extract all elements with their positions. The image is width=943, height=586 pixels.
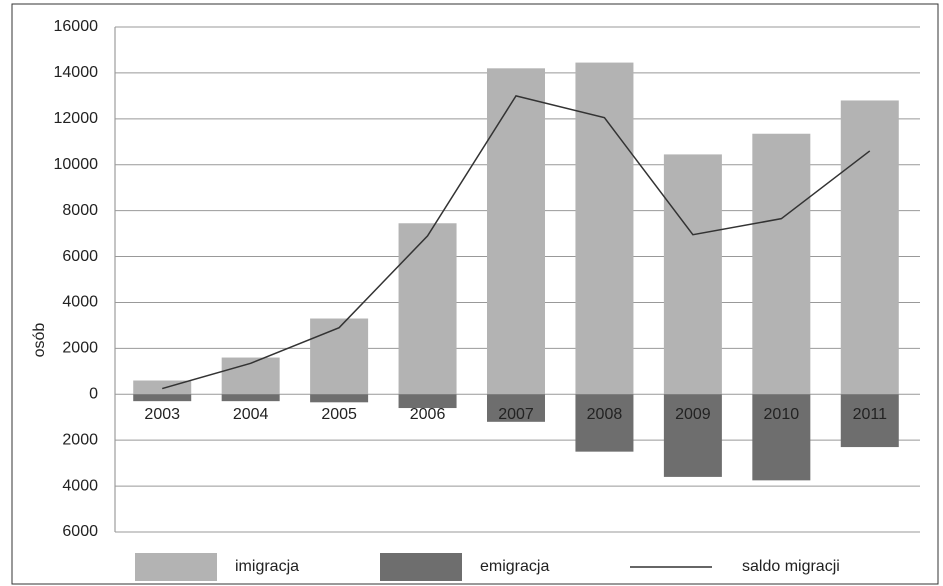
y-tick-label: 10000	[54, 156, 99, 173]
y-tick-label: 2000	[62, 431, 98, 448]
x-tick-label: 2008	[587, 406, 623, 423]
y-tick-label: 4000	[62, 294, 98, 311]
bar	[310, 394, 369, 403]
bar	[310, 318, 369, 395]
bar	[663, 394, 722, 477]
legend-swatch	[380, 553, 462, 581]
x-tick-label: 2003	[144, 406, 180, 423]
legend-label: saldo migracji	[742, 558, 840, 575]
bar	[398, 394, 457, 409]
legend-label: imigracja	[235, 558, 299, 575]
bar	[752, 133, 811, 395]
y-axis-label: osób	[31, 323, 48, 358]
y-tick-label: 2000	[62, 340, 98, 357]
y-tick-label: 6000	[62, 523, 98, 540]
x-tick-label: 2007	[498, 406, 534, 423]
x-tick-label: 2010	[764, 406, 800, 423]
x-tick-label: 2005	[321, 406, 357, 423]
bar	[398, 223, 457, 395]
x-tick-label: 2011	[853, 406, 888, 423]
y-tick-label: 0	[89, 385, 98, 402]
bar	[221, 394, 280, 402]
x-tick-label: 2009	[675, 406, 711, 423]
line	[162, 95, 871, 390]
x-tick-label: 2006	[410, 406, 446, 423]
legend-swatch	[135, 553, 217, 581]
bar	[487, 68, 545, 395]
bar	[663, 154, 722, 395]
y-tick-label: 4000	[62, 477, 98, 494]
frame	[11, 3, 939, 585]
bar	[133, 394, 192, 402]
bar	[840, 394, 899, 448]
bar	[752, 394, 811, 481]
y-tick-label: 6000	[62, 248, 98, 265]
bar	[575, 394, 634, 452]
bar	[840, 100, 899, 395]
y-tick-label: 8000	[62, 202, 98, 219]
y-tick-label: 16000	[54, 18, 99, 35]
y-tick-label: 14000	[54, 64, 99, 81]
bar	[487, 394, 545, 422]
x-tick-label: 2004	[233, 406, 269, 423]
y-tick-label: 12000	[54, 110, 99, 127]
legend-label: emigracja	[480, 558, 549, 575]
